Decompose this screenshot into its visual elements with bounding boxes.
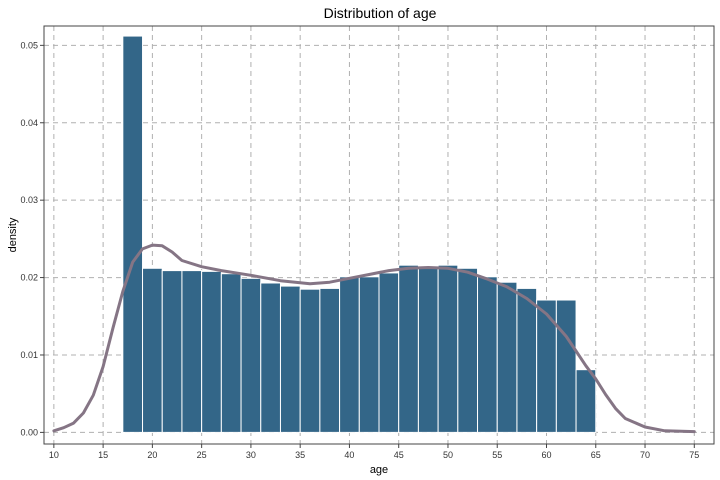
- y-tick-label: 0.00: [20, 427, 38, 437]
- x-tick-label: 75: [689, 450, 699, 460]
- x-tick-label: 25: [197, 450, 207, 460]
- x-tick-label: 30: [246, 450, 256, 460]
- histogram-bar: [240, 277, 262, 433]
- density-curve: [52, 243, 696, 434]
- histogram-bar: [201, 270, 222, 433]
- histogram-bar: [575, 369, 597, 433]
- x-tick-label: 20: [147, 450, 157, 460]
- x-tick-label: 40: [344, 450, 354, 460]
- histogram-bar: [142, 267, 163, 433]
- x-axis-ticks: 10 15 20 25 30 35 40 45 50 55 60 65 70 75: [49, 444, 699, 460]
- x-tick-label: 50: [443, 450, 453, 460]
- histogram-bar: [279, 285, 301, 433]
- histogram-bar: [516, 287, 538, 433]
- histogram-bar: [477, 276, 498, 433]
- x-tick-label: 45: [394, 450, 404, 460]
- histogram-bar: [437, 264, 459, 433]
- histogram-bar: [220, 273, 242, 433]
- chart-title: Distribution of age: [324, 5, 437, 21]
- plot-panel-border: [43, 25, 715, 445]
- y-tick-label: 0.04: [20, 118, 38, 128]
- density-curve-layer: [52, 243, 696, 434]
- histogram-bar: [457, 267, 479, 433]
- histogram-bar: [161, 270, 183, 433]
- histogram-bar: [181, 270, 203, 433]
- x-tick-label: 60: [541, 450, 551, 460]
- y-tick-label: 0.01: [20, 350, 38, 360]
- histogram-bar: [339, 276, 360, 433]
- histogram-bar: [299, 288, 321, 433]
- y-tick-label: 0.05: [20, 40, 38, 50]
- x-tick-label: 35: [295, 450, 305, 460]
- x-axis-label: age: [370, 464, 388, 476]
- histogram-bar: [122, 35, 144, 433]
- histogram-bars: [122, 35, 597, 433]
- y-axis-label: density: [7, 217, 19, 252]
- y-tick-label: 0.03: [20, 195, 38, 205]
- x-tick-label: 55: [492, 450, 502, 460]
- histogram-bar: [417, 267, 439, 433]
- histogram-bar: [358, 276, 380, 433]
- x-tick-label: 65: [591, 450, 601, 460]
- x-tick-label: 15: [98, 450, 108, 460]
- y-tick-label: 0.02: [20, 273, 38, 283]
- x-tick-label: 70: [640, 450, 650, 460]
- histogram-bar: [555, 299, 577, 433]
- y-axis-ticks: 0.00 0.01 0.02 0.03 0.04 0.05: [20, 40, 44, 437]
- histogram-bar: [378, 272, 400, 433]
- x-tick-label: 10: [49, 450, 59, 460]
- histogram-bar: [260, 282, 281, 433]
- histogram-bar: [319, 287, 341, 433]
- histogram-bar: [496, 281, 518, 433]
- histogram-bar: [398, 264, 419, 433]
